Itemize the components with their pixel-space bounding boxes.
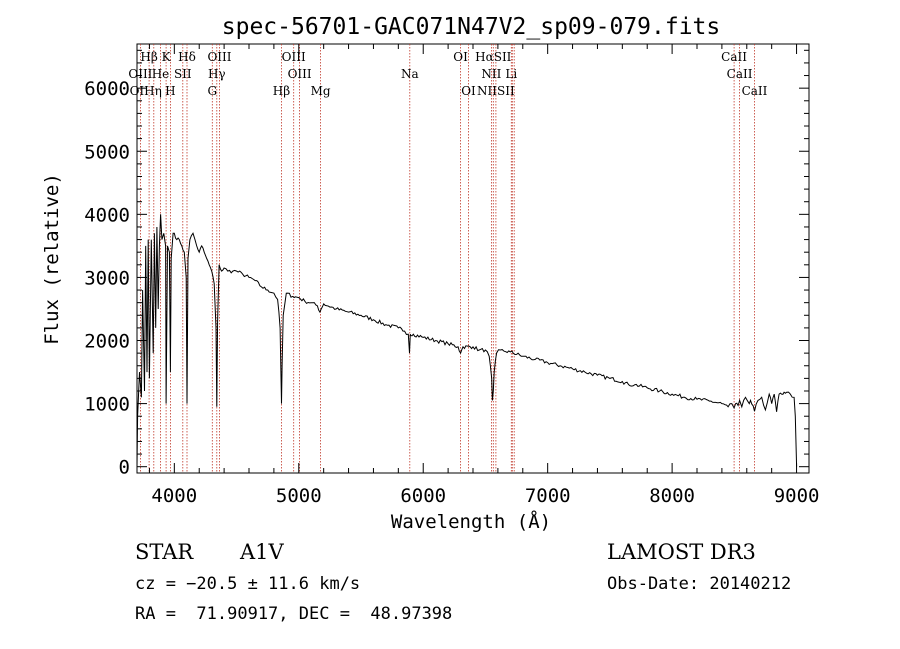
line-label: H	[165, 84, 175, 98]
line-label: CaII	[742, 84, 768, 98]
line-label: Mg	[311, 84, 331, 98]
spectral-subclass: A1V	[239, 540, 285, 564]
obs-date: Obs-Date: 20140212	[607, 574, 791, 594]
line-label: OIII	[207, 50, 231, 64]
object-class: STAR	[135, 540, 194, 564]
y-tick-label: 5000	[84, 141, 130, 163]
line-label: Hδ	[178, 50, 196, 64]
line-label: NII	[481, 67, 501, 81]
line-label: Hβ	[140, 50, 157, 64]
line-label: Li	[505, 67, 517, 81]
plot-frame	[136, 43, 810, 474]
y-tick-label: 4000	[84, 204, 130, 226]
chart-title: spec-56701-GAC071N47V2_sp09-079.fits	[222, 14, 721, 40]
x-axis-label: Wavelength (Å)	[391, 510, 551, 533]
survey-name: LAMOST DR3	[607, 540, 756, 564]
x-tick-label: 4000	[151, 485, 197, 507]
y-axis-label: Flux (relative)	[41, 173, 63, 345]
y-tick-label: 2000	[84, 331, 130, 353]
line-label: K	[162, 50, 172, 64]
y-tick-label: 1000	[84, 394, 130, 416]
line-label: Hγ	[208, 67, 226, 81]
line-label: OIHη	[130, 84, 162, 98]
line-label: OIII	[288, 67, 312, 81]
line-label: SII	[174, 67, 192, 81]
line-label: OI	[461, 84, 476, 98]
line-label: OIII	[282, 50, 306, 64]
line-markers	[139, 44, 755, 473]
line-label: NIISII	[477, 84, 515, 98]
line-label: CaII	[721, 50, 747, 64]
spectrum-line	[136, 214, 798, 467]
line-label: OI	[453, 50, 468, 64]
y-tick-label: 6000	[84, 78, 130, 100]
x-tick-label: 5000	[276, 485, 322, 507]
coordinates: RA = 71.90917, DEC = 48.97398	[135, 604, 452, 624]
line-label: Hβ	[273, 84, 290, 98]
x-tick-label: 7000	[525, 485, 571, 507]
redshift-text: cz = −20.5 ± 11.6 km/s	[135, 574, 360, 594]
y-tick-label: 3000	[84, 267, 130, 289]
line-label: Na	[401, 67, 419, 81]
line-label: CaII	[727, 67, 753, 81]
line-label: HαSII	[475, 50, 512, 64]
x-tick-label: 6000	[400, 485, 446, 507]
line-label: He	[152, 67, 170, 81]
x-tick-label: 8000	[649, 485, 695, 507]
x-tick-label: 9000	[774, 485, 820, 507]
line-label: OIII	[128, 67, 152, 81]
y-tick-label: 0	[119, 457, 130, 479]
axis-ticks	[137, 44, 809, 473]
line-label: G	[208, 84, 218, 98]
